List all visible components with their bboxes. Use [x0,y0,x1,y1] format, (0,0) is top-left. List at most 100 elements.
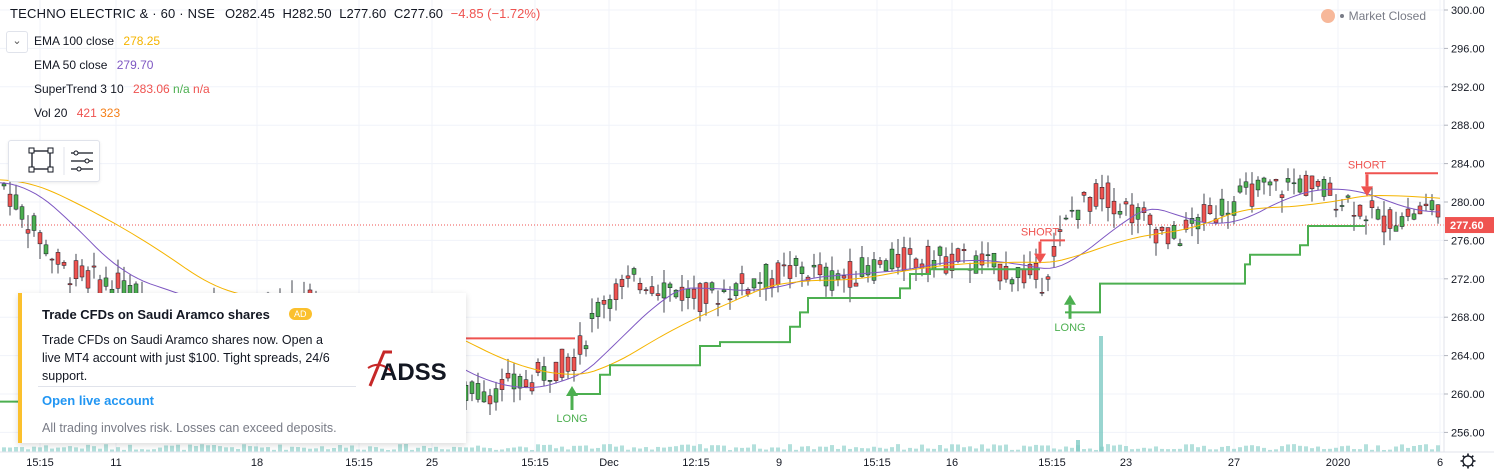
candle-body [1387,209,1393,229]
candle-body [1207,205,1213,215]
volume-bar [1424,444,1428,452]
volume-bar [236,448,240,452]
volume-bar [500,449,504,452]
volume-bar [656,446,660,452]
candle-body [523,379,529,388]
market-status[interactable]: Market Closed [1320,9,1426,23]
candle-body [973,255,979,274]
volume-bar [338,445,342,452]
candle-body [1393,225,1399,232]
volume-bar [812,449,816,452]
candle-body [763,263,769,289]
price-tick-label: 272.00 [1451,274,1485,286]
candle-body [841,275,847,279]
volume-bar [566,449,570,452]
candle-body [577,335,583,355]
volume-bar [548,444,552,452]
candle-body [517,376,523,389]
volume-bar [302,447,306,452]
volume-bar [1232,448,1236,452]
volume-bar [956,444,960,452]
volume-bar [362,449,366,452]
indicator-value-2: n/a [173,82,190,96]
price-axis[interactable]: 300.00 296.00 292.00 288.00 284.00 280.00 276.… [1443,0,1494,452]
candle-body [1189,218,1195,224]
candle-body [1159,226,1165,231]
indicator-volume[interactable]: Vol 20 421 323 [34,106,120,120]
volume-bar [692,445,696,452]
signal-label: LONG [1054,322,1085,334]
volume-bar [650,449,654,452]
candle-body [1357,204,1363,217]
indicator-ema100[interactable]: EMA 100 close 278.25 [34,34,160,48]
volume-bar [428,448,432,452]
volume-bar [632,447,636,452]
volume-bar [110,449,114,452]
volume-bar [710,445,714,452]
volume-bar [404,444,408,452]
volume-bar [518,446,522,452]
volume-bar [620,445,624,452]
price-tick-label: 288.00 [1451,120,1485,132]
time-tick-label: 9 [776,457,782,469]
candle-body [607,299,613,309]
collapse-legend-button[interactable]: ⌄ [6,31,28,53]
candle-body [1105,182,1111,208]
time-tick-label: 15:15 [345,457,373,469]
volume-bar [860,448,864,452]
candle-body [1093,183,1099,207]
indicator-supertrend[interactable]: SuperTrend 3 10 283.06 n/a n/a [34,82,210,96]
candle-body [25,229,31,234]
candle-body [1399,216,1405,227]
volume-bar [164,445,168,452]
adss-logo: ADSS [367,350,447,387]
time-tick-label: 18 [251,457,263,469]
candle-body [661,282,667,299]
candle-body [895,253,901,268]
candle-body [7,193,13,207]
candle-body [811,264,817,268]
candle-body [1,183,7,187]
indicator-ema50[interactable]: EMA 50 close 279.70 [34,58,153,72]
volume-bar [2,447,6,452]
candle-body [49,258,55,261]
volume-bar [1178,448,1182,452]
candle-body [1153,229,1159,244]
open-live-account-link[interactable]: Open live account [42,393,154,408]
volume-bar [1004,444,1008,452]
volume-bar [1058,449,1062,452]
candle-body [1345,195,1351,198]
volume-bar [1202,445,1206,452]
volume-bar [776,447,780,452]
candle-body [685,288,691,298]
candle-body [889,248,895,270]
symbol-title[interactable]: TECHNO ELECTRIC & · 60 · NSE [10,6,215,21]
indicator-value-2: 323 [100,106,121,120]
arrow-down-icon [1361,186,1373,197]
candle-body [997,263,1003,282]
volume-bar [716,445,720,452]
indicator-value-3: n/a [193,82,210,96]
volume-bar [854,447,858,452]
candle-body [745,288,751,295]
settings-list-icon[interactable] [71,150,93,172]
volume-bar [1118,444,1122,452]
arrow-down-icon [1034,253,1046,264]
volume-bar [1226,446,1230,452]
volume-bar [1322,449,1326,452]
volume-bar [1358,449,1362,452]
candle-body [985,254,991,256]
volume-bar [158,447,162,452]
ad-banner[interactable]: Trade CFDs on Saudi Aramco shares AD Tra… [18,293,466,443]
time-axis[interactable]: 15:15 11 18 15:15 25 15:15 Dec 12:15 9 15:15 16 15:… [0,451,1494,469]
candle-body [535,361,541,373]
candle-body [1243,181,1249,188]
rectangle-tool-icon[interactable] [28,147,54,173]
candle-body [115,272,121,289]
candle-body [1057,229,1063,232]
volume-bar [974,448,978,452]
candle-body [505,372,511,379]
candle-body [1069,209,1075,212]
candle-body [781,264,787,267]
volume-bar [8,447,12,452]
